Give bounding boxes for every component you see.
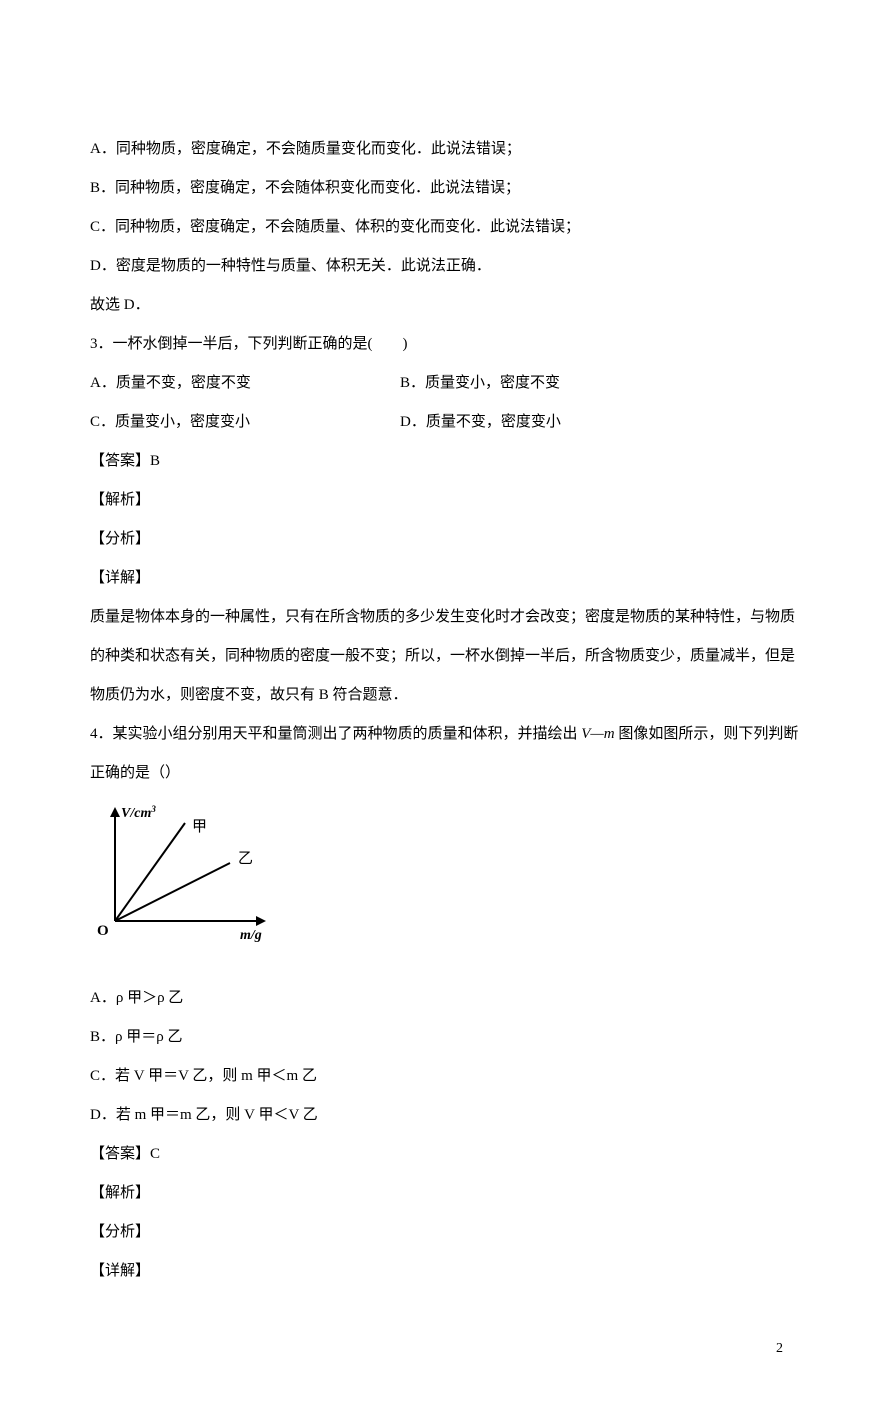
q3-jiexi: 【解析】: [90, 481, 803, 520]
q3-xiangjie: 【详解】: [90, 559, 803, 598]
svg-text:乙: 乙: [238, 851, 253, 867]
q3-answer: 【答案】B: [90, 442, 803, 481]
q3-stem: 3．一杯水倒掉一半后，下列判断正确的是( ): [90, 325, 803, 364]
svg-text:m/g: m/g: [240, 928, 262, 943]
svg-text:甲: 甲: [192, 819, 207, 835]
q4-opt-a: A．ρ 甲＞ρ 乙: [90, 979, 803, 1018]
page-number: 2: [90, 1331, 803, 1367]
expl-choose: 故选 D．: [90, 286, 803, 325]
q4-answer: 【答案】C: [90, 1135, 803, 1174]
expl-d: D．密度是物质的一种特性与质量、体积无关．此说法正确．: [90, 247, 803, 286]
q4-chart: 甲乙 V/cm3 m/g O: [90, 803, 803, 969]
q4-opt-d: D．若 m 甲＝m 乙，则 V 甲＜V 乙: [90, 1096, 803, 1135]
q4-jiexi: 【解析】: [90, 1174, 803, 1213]
q4-opt-b: B．ρ 甲＝ρ 乙: [90, 1018, 803, 1057]
q3-explanation: 质量是物体本身的一种属性，只有在所含物质的多少发生变化时才会改变；密度是物质的某…: [90, 598, 803, 715]
q3-opt-d: D．质量不变，密度变小: [400, 403, 561, 442]
q4-xiangjie: 【详解】: [90, 1252, 803, 1291]
q3-opt-a: A．质量不变，密度不变: [90, 364, 400, 403]
q3-opt-c: C．质量变小，密度变小: [90, 403, 400, 442]
q4-stem: 4．某实验小组分别用天平和量筒测出了两种物质的质量和体积，并描绘出 V—m 图像…: [90, 715, 803, 793]
q3-opt-b: B．质量变小，密度不变: [400, 364, 560, 403]
svg-text:V/cm3: V/cm3: [121, 804, 156, 821]
expl-b: B．同种物质，密度确定，不会随体积变化而变化．此说法错误；: [90, 169, 803, 208]
q3-fenxi: 【分析】: [90, 520, 803, 559]
q4-fenxi: 【分析】: [90, 1213, 803, 1252]
svg-text:O: O: [97, 923, 109, 939]
expl-a: A．同种物质，密度确定，不会随质量变化而变化．此说法错误；: [90, 130, 803, 169]
expl-c: C．同种物质，密度确定，不会随质量、体积的变化而变化．此说法错误；: [90, 208, 803, 247]
q4-opt-c: C．若 V 甲＝V 乙，则 m 甲＜m 乙: [90, 1057, 803, 1096]
